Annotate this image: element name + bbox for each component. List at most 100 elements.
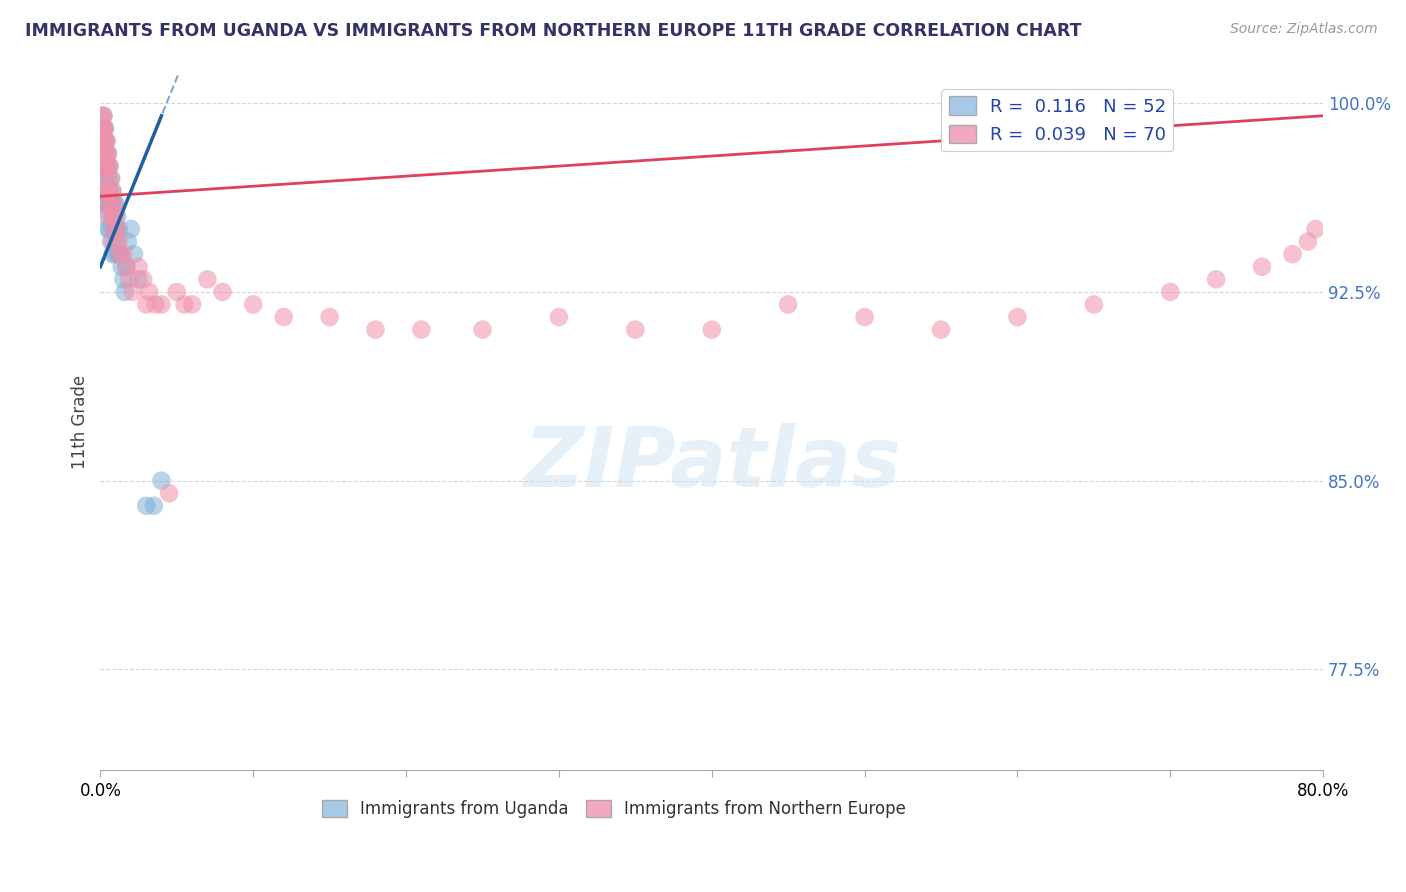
Point bbox=[1296, 235, 1319, 249]
Point bbox=[93, 134, 115, 148]
Point bbox=[96, 184, 118, 198]
Point bbox=[471, 323, 494, 337]
Point bbox=[118, 272, 141, 286]
Point bbox=[93, 109, 115, 123]
Point bbox=[112, 247, 135, 261]
Point bbox=[96, 134, 118, 148]
Point bbox=[242, 297, 264, 311]
Point bbox=[94, 134, 117, 148]
Point bbox=[107, 222, 129, 236]
Point bbox=[96, 134, 118, 148]
Point bbox=[104, 247, 127, 261]
Point bbox=[94, 121, 117, 136]
Point bbox=[98, 159, 121, 173]
Point bbox=[96, 210, 118, 224]
Point bbox=[94, 134, 117, 148]
Point bbox=[90, 159, 112, 173]
Point bbox=[1007, 310, 1029, 324]
Point bbox=[93, 146, 115, 161]
Point bbox=[97, 184, 120, 198]
Point bbox=[97, 146, 120, 161]
Point bbox=[100, 197, 122, 211]
Point bbox=[105, 235, 128, 249]
Point bbox=[97, 171, 120, 186]
Point bbox=[1205, 272, 1227, 286]
Point bbox=[93, 134, 115, 148]
Point bbox=[98, 184, 121, 198]
Point bbox=[1281, 247, 1303, 261]
Point bbox=[94, 171, 117, 186]
Point bbox=[548, 310, 571, 324]
Point bbox=[94, 159, 117, 173]
Point bbox=[135, 499, 157, 513]
Y-axis label: 11th Grade: 11th Grade bbox=[72, 375, 89, 468]
Point bbox=[181, 297, 204, 311]
Point bbox=[96, 146, 118, 161]
Point bbox=[94, 159, 117, 173]
Point bbox=[98, 184, 121, 198]
Point bbox=[97, 197, 120, 211]
Point bbox=[90, 109, 112, 123]
Point bbox=[93, 121, 115, 136]
Point bbox=[90, 197, 112, 211]
Point bbox=[624, 323, 647, 337]
Point bbox=[97, 197, 120, 211]
Point bbox=[96, 184, 118, 198]
Point bbox=[150, 297, 173, 311]
Point bbox=[115, 260, 138, 274]
Point bbox=[1083, 297, 1105, 311]
Point bbox=[96, 159, 118, 173]
Point bbox=[1159, 285, 1181, 299]
Point bbox=[853, 310, 876, 324]
Point bbox=[211, 285, 233, 299]
Point bbox=[138, 285, 160, 299]
Point bbox=[105, 222, 128, 236]
Point bbox=[98, 222, 121, 236]
Point bbox=[97, 146, 120, 161]
Point bbox=[318, 310, 340, 324]
Point bbox=[114, 285, 136, 299]
Point bbox=[93, 109, 115, 123]
Point bbox=[105, 210, 128, 224]
Point bbox=[94, 146, 117, 161]
Point bbox=[195, 272, 218, 286]
Point bbox=[173, 297, 195, 311]
Point bbox=[101, 210, 124, 224]
Point bbox=[103, 197, 125, 211]
Point bbox=[94, 121, 117, 136]
Point bbox=[101, 184, 124, 198]
Point bbox=[101, 210, 124, 224]
Point bbox=[128, 260, 150, 274]
Point bbox=[110, 247, 132, 261]
Point bbox=[98, 159, 121, 173]
Point bbox=[110, 247, 132, 261]
Point bbox=[142, 499, 165, 513]
Point bbox=[98, 210, 121, 224]
Point bbox=[97, 222, 120, 236]
Point bbox=[107, 247, 129, 261]
Point bbox=[132, 272, 155, 286]
Point bbox=[100, 171, 122, 186]
Legend: Immigrants from Uganda, Immigrants from Northern Europe: Immigrants from Uganda, Immigrants from … bbox=[315, 793, 912, 824]
Point bbox=[364, 323, 387, 337]
Point bbox=[97, 159, 120, 173]
Point bbox=[90, 171, 112, 186]
Text: Source: ZipAtlas.com: Source: ZipAtlas.com bbox=[1230, 22, 1378, 37]
Point bbox=[103, 222, 125, 236]
Point bbox=[100, 235, 122, 249]
Point bbox=[100, 197, 122, 211]
Point bbox=[104, 197, 127, 211]
Point bbox=[93, 159, 115, 173]
Point bbox=[90, 134, 112, 148]
Point bbox=[929, 323, 952, 337]
Point bbox=[145, 297, 167, 311]
Point bbox=[115, 260, 138, 274]
Point bbox=[1251, 260, 1274, 274]
Point bbox=[103, 222, 125, 236]
Point bbox=[117, 235, 139, 249]
Point bbox=[93, 121, 115, 136]
Point bbox=[135, 297, 157, 311]
Point bbox=[111, 260, 134, 274]
Point bbox=[778, 297, 800, 311]
Point bbox=[90, 121, 112, 136]
